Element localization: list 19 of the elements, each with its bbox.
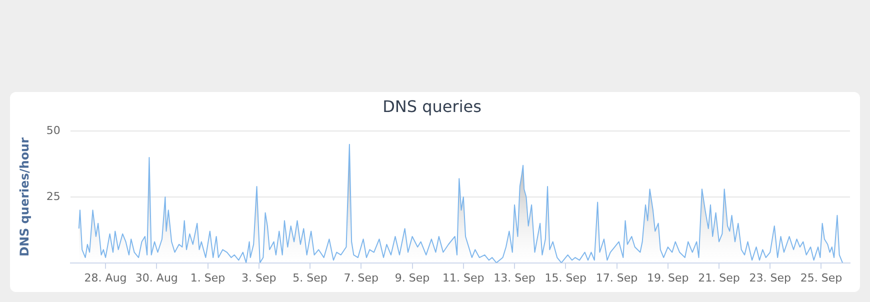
y-axis-title: DNS queries/hour: [17, 137, 32, 257]
x-tick-label: 3. Sep: [242, 271, 276, 284]
x-tick-label: 9. Sep: [394, 271, 430, 284]
y-tick-label: 50: [46, 124, 60, 138]
x-tick-label: 1. Sep: [190, 271, 226, 284]
x-tick-label: 7. Sep: [344, 271, 379, 284]
x-tick-label: 21. Sep: [698, 271, 740, 284]
x-tick-label: 30. Aug: [135, 271, 178, 284]
x-tick-label: 11. Sep: [442, 271, 484, 284]
chart-title: DNS queries: [382, 96, 482, 116]
x-tick-label: 19. Sep: [647, 271, 689, 284]
x-tick-label: 13. Sep: [494, 271, 536, 284]
x-tick-label: 15. Sep: [544, 271, 587, 284]
x-tick-label: 5. Sep: [292, 271, 328, 284]
x-tick-label: 25. Sep: [800, 271, 842, 284]
y-tick-label: 25: [46, 190, 60, 203]
x-tick-label: 23. Sep: [749, 271, 791, 284]
x-tick-label: 28. Aug: [84, 271, 127, 284]
x-tick-label: 17. Sep: [596, 271, 638, 284]
